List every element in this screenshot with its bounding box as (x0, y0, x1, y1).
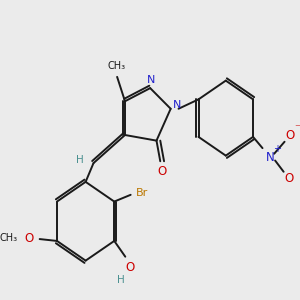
Text: N: N (266, 151, 275, 164)
Text: ⁻: ⁻ (294, 123, 300, 133)
Text: H: H (117, 275, 124, 285)
Text: Br: Br (136, 188, 148, 198)
Text: O: O (125, 261, 135, 274)
Text: O: O (158, 165, 167, 178)
Text: CH₃: CH₃ (107, 61, 126, 71)
Text: N: N (173, 100, 181, 110)
Text: +: + (273, 144, 281, 154)
Text: O: O (24, 232, 33, 245)
Text: CH₃: CH₃ (0, 233, 17, 243)
Text: N: N (147, 75, 155, 85)
Text: O: O (285, 129, 295, 142)
Text: O: O (285, 172, 294, 184)
Text: H: H (76, 155, 84, 165)
